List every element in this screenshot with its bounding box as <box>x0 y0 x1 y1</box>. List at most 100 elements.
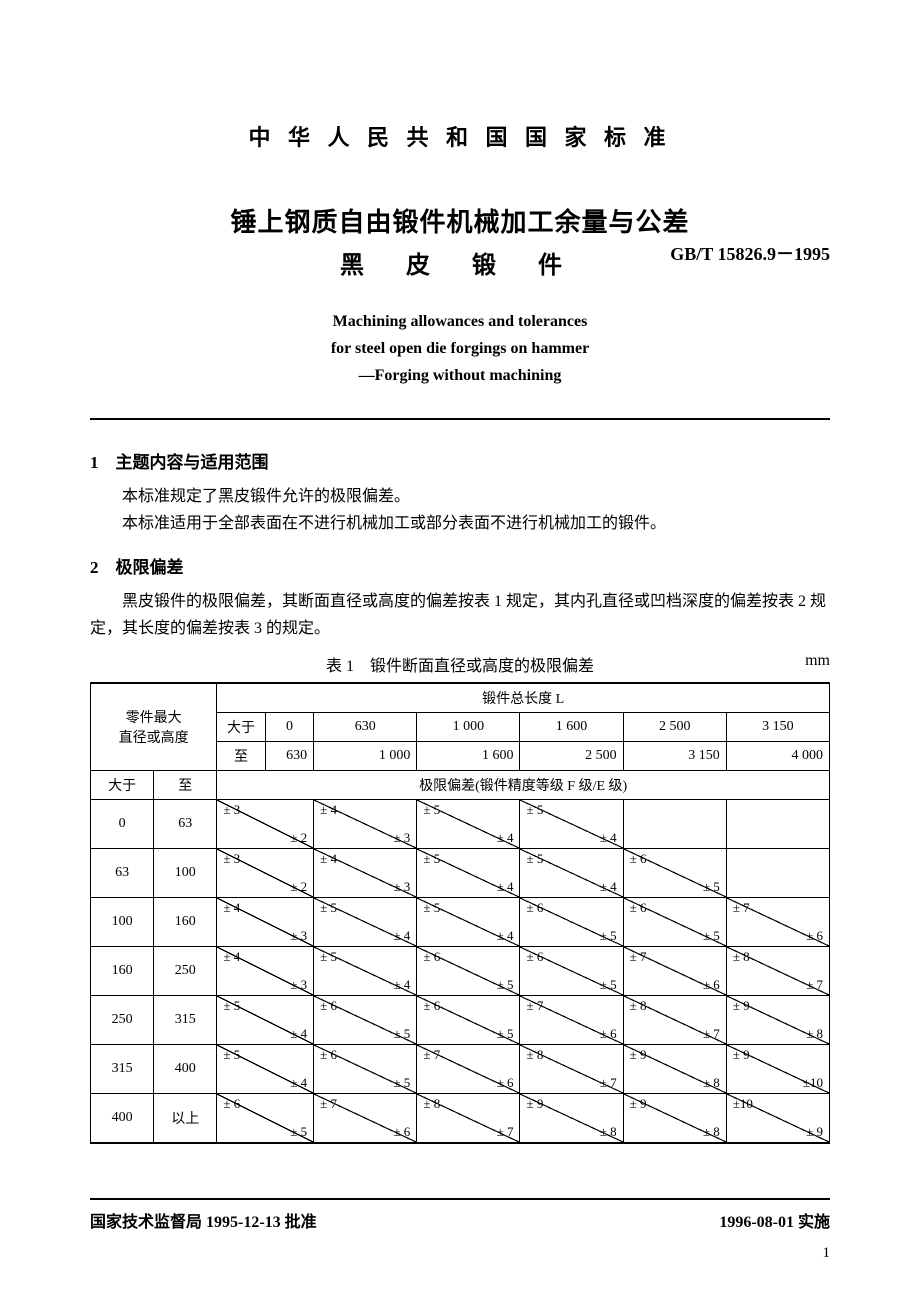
tolerance-f: ± 9 <box>630 1096 647 1112</box>
tolerance-e: ± 5 <box>703 928 720 944</box>
tolerance-e: ± 4 <box>600 879 617 895</box>
tolerance-cell: ± 5± 4 <box>417 800 520 849</box>
tolerance-f: ± 6 <box>526 949 543 965</box>
tolerance-cell: ± 7± 6 <box>314 1094 417 1144</box>
tolerance-f: ± 9 <box>733 998 750 1014</box>
row-from: 400 <box>91 1094 154 1144</box>
row-from: 250 <box>91 996 154 1045</box>
tolerance-cell: ± 9± 8 <box>623 1045 726 1094</box>
tolerance-f: ± 8 <box>526 1047 543 1063</box>
tolerance-e: ± 3 <box>290 928 307 944</box>
tolerance-e: ± 2 <box>290 879 307 895</box>
tolerance-f: ± 9 <box>526 1096 543 1112</box>
row-to: 250 <box>154 947 217 996</box>
tolerance-table: 零件最大 直径或高度 锻件总长度 L 大于 0 630 1 000 1 600 … <box>90 682 830 1144</box>
tolerance-cell: ± 8± 7 <box>417 1094 520 1144</box>
tolerance-e: ± 8 <box>806 1026 823 1042</box>
mid-banner: 极限偏差(锻件精度等级 F 级/E 级) <box>217 771 830 800</box>
title-row: 锤上钢质自由锻件机械加工余量与公差 黑 皮 锻 件 GB/T 15826.9－1… <box>90 202 830 280</box>
tolerance-e: ± 7 <box>600 1075 617 1091</box>
row-to: 400 <box>154 1045 217 1094</box>
row-to: 63 <box>154 800 217 849</box>
col-from-0: 0 <box>265 713 313 742</box>
tolerance-f: ± 8 <box>733 949 750 965</box>
tolerance-e: ± 4 <box>497 879 514 895</box>
title-en: Machining allowances and tolerances for … <box>90 308 830 390</box>
tolerance-e: ± 7 <box>703 1026 720 1042</box>
row-to-label: 至 <box>154 771 217 800</box>
tolerance-cell: ± 6± 5 <box>314 996 417 1045</box>
subtitle-cn: 黑 皮 锻 件 <box>230 245 689 280</box>
col-from-3: 1 600 <box>520 713 623 742</box>
tolerance-e: ± 6 <box>600 1026 617 1042</box>
col-to-0: 630 <box>265 742 313 771</box>
tolerance-f: ± 6 <box>526 900 543 916</box>
tolerance-cell: ± 6 ± 5 <box>417 996 520 1045</box>
table1-caption-row: 表 1 锻件断面直径或高度的极限偏差 mm <box>90 652 830 676</box>
tolerance-cell: ± 5± 4 <box>314 898 417 947</box>
section-1-p2: 本标准适用于全部表面在不进行机械加工或部分表面不进行机械加工的锻件。 <box>90 510 830 537</box>
row-head-group: 零件最大 直径或高度 <box>91 683 217 771</box>
tolerance-cell: ± 4± 3 <box>217 947 314 996</box>
tolerance-cell: ± 3 ± 2 <box>217 800 314 849</box>
tolerance-cell: ± 6± 5 <box>217 1094 314 1144</box>
tolerance-f: ± 5 <box>423 900 440 916</box>
col-to-5: 4 000 <box>726 742 829 771</box>
row-from: 315 <box>91 1045 154 1094</box>
tolerance-e: ± 4 <box>290 1075 307 1091</box>
tolerance-e: ± 5 <box>497 977 514 993</box>
tolerance-f: ± 5 <box>320 949 337 965</box>
col-from-1: 630 <box>314 713 417 742</box>
tolerance-f: ± 5 <box>526 851 543 867</box>
table-row: 400以上± 6± 5± 7± 6± 8± 7± 9± 8± 9± 8±10± … <box>91 1094 830 1144</box>
tolerance-cell <box>623 800 726 849</box>
tolerance-e: ± 5 <box>703 879 720 895</box>
title-block: 锤上钢质自由锻件机械加工余量与公差 黑 皮 锻 件 <box>230 202 689 280</box>
tolerance-e: ± 4 <box>393 977 410 993</box>
tolerance-cell: ± 5 ± 4 <box>217 1045 314 1094</box>
tolerance-f: ± 4 <box>320 802 337 818</box>
tolerance-e: ± 4 <box>290 1026 307 1042</box>
tolerance-f: ± 5 <box>423 851 440 867</box>
tolerance-e: ± 8 <box>703 1075 720 1091</box>
tolerance-f: ± 5 <box>223 1047 240 1063</box>
tolerance-f: ± 9 <box>733 1047 750 1063</box>
document-page: 中 华 人 民 共 和 国 国 家 标 准 锤上钢质自由锻件机械加工余量与公差 … <box>0 0 920 1302</box>
tolerance-e: ± 4 <box>497 830 514 846</box>
col-from-label: 大于 <box>217 713 265 742</box>
tolerance-e: ± 5 <box>600 928 617 944</box>
col-to-2: 1 600 <box>417 742 520 771</box>
tolerance-f: ± 4 <box>320 851 337 867</box>
table-row: 315400± 5± 4± 6± 5± 7± 6± 8± 7± 9± 8± 9±… <box>91 1045 830 1094</box>
country-standard-pretitle: 中 华 人 民 共 和 国 国 家 标 准 <box>90 120 830 152</box>
tolerance-cell: ± 5± 4 <box>417 898 520 947</box>
footer: 国家技术监督局 1995-12-13 批准 1996-08-01 实施 <box>90 1198 830 1232</box>
tolerance-f: ± 6 <box>320 1047 337 1063</box>
row-from: 0 <box>91 800 154 849</box>
row-to: 100 <box>154 849 217 898</box>
table-row: 100160± 4± 3± 5± 4± 5± 4± 6± 5± 6± 5± 7±… <box>91 898 830 947</box>
section-1-p1: 本标准规定了黑皮锻件允许的极限偏差。 <box>90 483 830 510</box>
tolerance-e: ± 4 <box>600 830 617 846</box>
tolerance-f: ± 6 <box>423 998 440 1014</box>
title-en-line3: —Forging without machining <box>90 362 830 389</box>
tolerance-e: ± 5 <box>497 1026 514 1042</box>
tolerance-cell: ± 6 ± 5 <box>417 947 520 996</box>
title-en-line2: for steel open die forgings on hammer <box>90 335 830 362</box>
standard-code: GB/T 15826.9－1995 <box>670 240 830 266</box>
tolerance-f: ± 3 <box>223 802 240 818</box>
tolerance-f: ± 6 <box>423 949 440 965</box>
col-to-3: 2 500 <box>520 742 623 771</box>
tolerance-e: ±10 <box>803 1075 823 1091</box>
col-from-2: 1 000 <box>417 713 520 742</box>
tolerance-cell: ± 4± 3 <box>314 849 417 898</box>
tolerance-f: ± 7 <box>733 900 750 916</box>
tolerance-e: ± 2 <box>290 830 307 846</box>
row-to: 315 <box>154 996 217 1045</box>
title-en-line1: Machining allowances and tolerances <box>90 308 830 335</box>
tolerance-cell: ± 9 ±10 <box>726 1045 829 1094</box>
tolerance-cell: ± 5 ± 4 <box>417 849 520 898</box>
tolerance-f: ± 8 <box>423 1096 440 1112</box>
tolerance-e: ± 6 <box>703 977 720 993</box>
tolerance-f: ± 3 <box>223 851 240 867</box>
